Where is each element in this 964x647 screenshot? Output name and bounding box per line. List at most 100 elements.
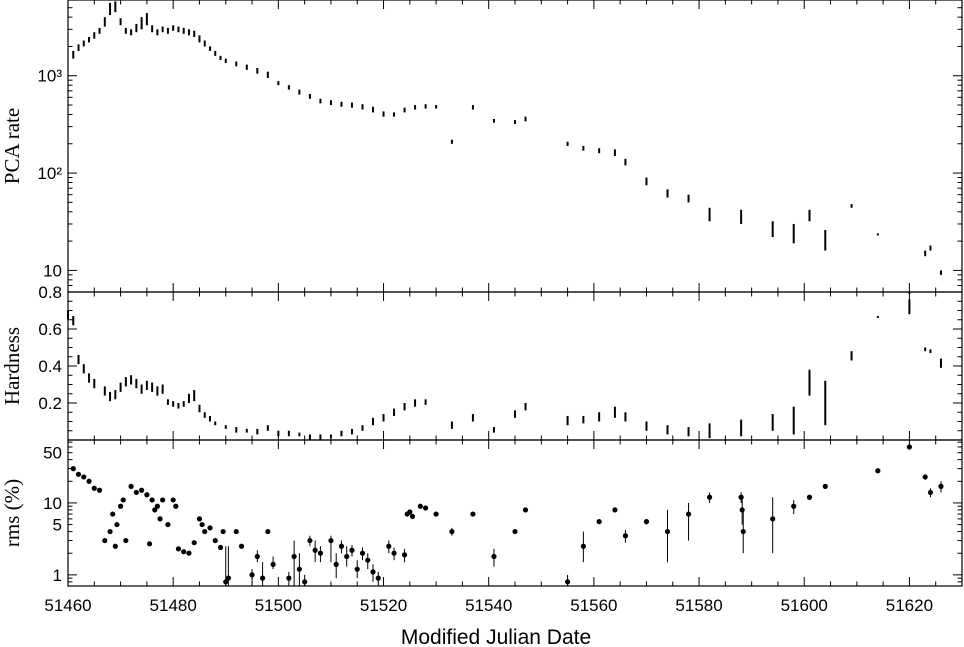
data-point — [939, 270, 942, 275]
data-point — [145, 380, 148, 391]
data-point — [208, 415, 211, 422]
data-point — [645, 177, 648, 186]
data-point — [219, 55, 222, 61]
data-point — [740, 419, 743, 437]
data-point — [806, 494, 813, 500]
data-point — [924, 250, 927, 257]
data-point — [245, 428, 248, 433]
data-point — [924, 347, 927, 352]
data-point — [202, 528, 208, 535]
data-point — [249, 572, 255, 578]
x-tick-label: 51460 — [44, 596, 91, 615]
data-point — [160, 497, 166, 503]
data-point — [67, 310, 69, 320]
data-point — [403, 403, 406, 411]
data-point — [876, 233, 879, 236]
data-point — [522, 507, 529, 513]
data-point — [566, 415, 569, 426]
data-point — [173, 503, 179, 509]
data-point — [470, 511, 476, 517]
y-tick-label: 0.8 — [38, 283, 62, 302]
data-point — [354, 566, 360, 572]
data-point — [82, 364, 85, 374]
data-point — [77, 44, 80, 51]
x-tick-label: 51600 — [781, 596, 828, 615]
data-point — [109, 391, 112, 402]
data-point — [212, 537, 218, 544]
data-point — [256, 428, 259, 435]
data-point — [771, 221, 774, 238]
data-point — [929, 245, 932, 251]
y-tick-label: 10 — [43, 494, 62, 513]
data-point — [566, 141, 569, 146]
data-point — [409, 513, 416, 519]
data-point — [161, 384, 164, 394]
data-point — [808, 369, 811, 396]
data-point — [103, 386, 106, 396]
data-point — [291, 553, 297, 560]
data-point — [939, 358, 942, 368]
data-point — [114, 1, 117, 13]
data-point — [414, 105, 417, 110]
data-point — [220, 528, 226, 535]
y-axis-label-rms: rms (%) — [0, 479, 24, 547]
data-point — [107, 528, 113, 535]
data-point — [114, 521, 120, 528]
data-point — [186, 550, 192, 556]
data-point — [361, 104, 364, 110]
data-point — [130, 29, 133, 36]
data-point — [433, 511, 439, 517]
data-point — [382, 414, 385, 422]
data-point — [82, 40, 85, 47]
data-point — [582, 415, 585, 424]
x-tick-label: 51560 — [570, 596, 617, 615]
data-point — [340, 101, 343, 107]
data-point — [876, 316, 879, 319]
data-point — [386, 543, 392, 549]
data-point — [375, 575, 381, 581]
data-point — [238, 543, 245, 549]
data-point — [187, 393, 190, 403]
data-point — [172, 401, 175, 407]
data-point — [350, 428, 353, 435]
data-point — [270, 561, 276, 567]
panel-pca-rate: 10 10² 10³ PCA rate — [0, 0, 963, 294]
data-point — [393, 112, 396, 117]
data-point — [225, 575, 231, 581]
data-point — [245, 64, 248, 70]
panel-rms: 1 5 10 50 rms (%) — [0, 439, 963, 587]
data-point — [922, 474, 928, 480]
data-point — [624, 158, 627, 166]
data-point — [124, 377, 127, 387]
data-point — [172, 25, 175, 31]
data-point — [72, 316, 75, 326]
y-axis-label-pca: PCA rate — [0, 108, 24, 184]
data-point — [223, 579, 229, 585]
data-point — [598, 148, 601, 154]
data-point — [792, 406, 795, 435]
plot-frame-rms — [67, 439, 963, 587]
data-point — [435, 105, 438, 109]
data-point — [929, 349, 932, 354]
data-point — [256, 68, 259, 74]
data-point — [151, 382, 154, 392]
data-point — [81, 474, 87, 480]
data-point — [177, 26, 180, 33]
data-point — [93, 32, 96, 39]
data-point — [687, 427, 690, 437]
data-point — [191, 540, 197, 546]
y-tick-label: 10² — [37, 164, 62, 183]
data-point — [808, 209, 811, 222]
data-point — [156, 29, 159, 36]
data-point — [277, 430, 280, 437]
data-point — [492, 118, 495, 123]
data-point — [265, 528, 271, 535]
data-point — [524, 403, 527, 411]
data-point — [417, 503, 423, 509]
x-axis-label: Modified Julian Date — [401, 626, 591, 647]
data-point — [117, 503, 124, 509]
data-point — [580, 543, 586, 549]
data-point — [850, 351, 853, 361]
data-point — [144, 492, 150, 498]
data-point — [450, 421, 453, 429]
